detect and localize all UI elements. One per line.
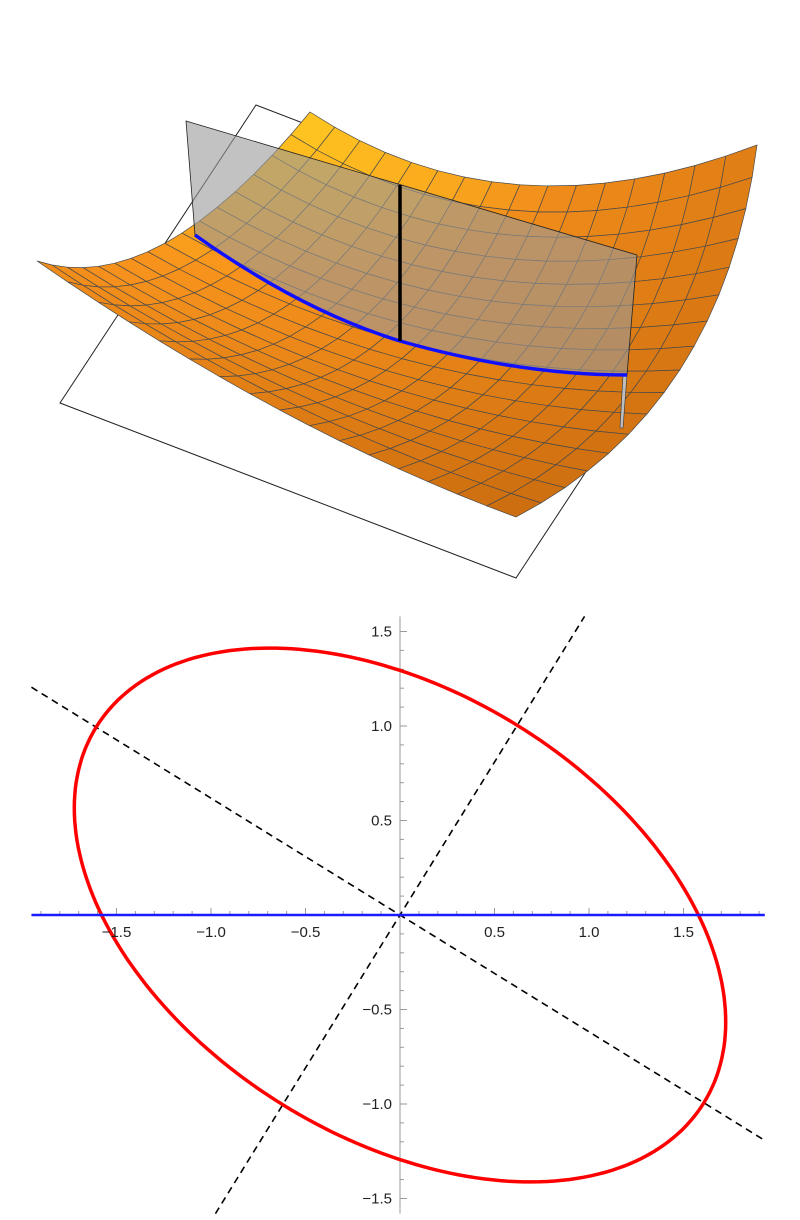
y-tick-label: 1.5 (371, 624, 392, 641)
tick-labels: −1.5 −1.0 −0.5 0.5 1.0 1.5 1.5 1.0 0.5 −0.5 −1.0 −1… (102, 624, 694, 1208)
x-tick-label: −0.5 (291, 924, 321, 941)
y-tick-label: 1.0 (371, 718, 392, 735)
x-tick-label: 1.0 (579, 924, 600, 941)
surface-patch (485, 493, 543, 518)
x-tick-label: 0.5 (484, 924, 505, 941)
x-tick-label: 1.5 (673, 924, 694, 941)
x-tick-label: −1.0 (196, 924, 226, 941)
surface-plot-3d (36, 104, 758, 579)
y-tick-label: 0.5 (371, 813, 392, 830)
y-tick-label: −1.5 (362, 1191, 392, 1208)
y-tick-label: −1.0 (362, 1096, 392, 1113)
ellipse-curve (72, 646, 728, 1184)
x-tick-label: −1.5 (102, 924, 132, 941)
y-tick-label: −0.5 (362, 1002, 392, 1019)
